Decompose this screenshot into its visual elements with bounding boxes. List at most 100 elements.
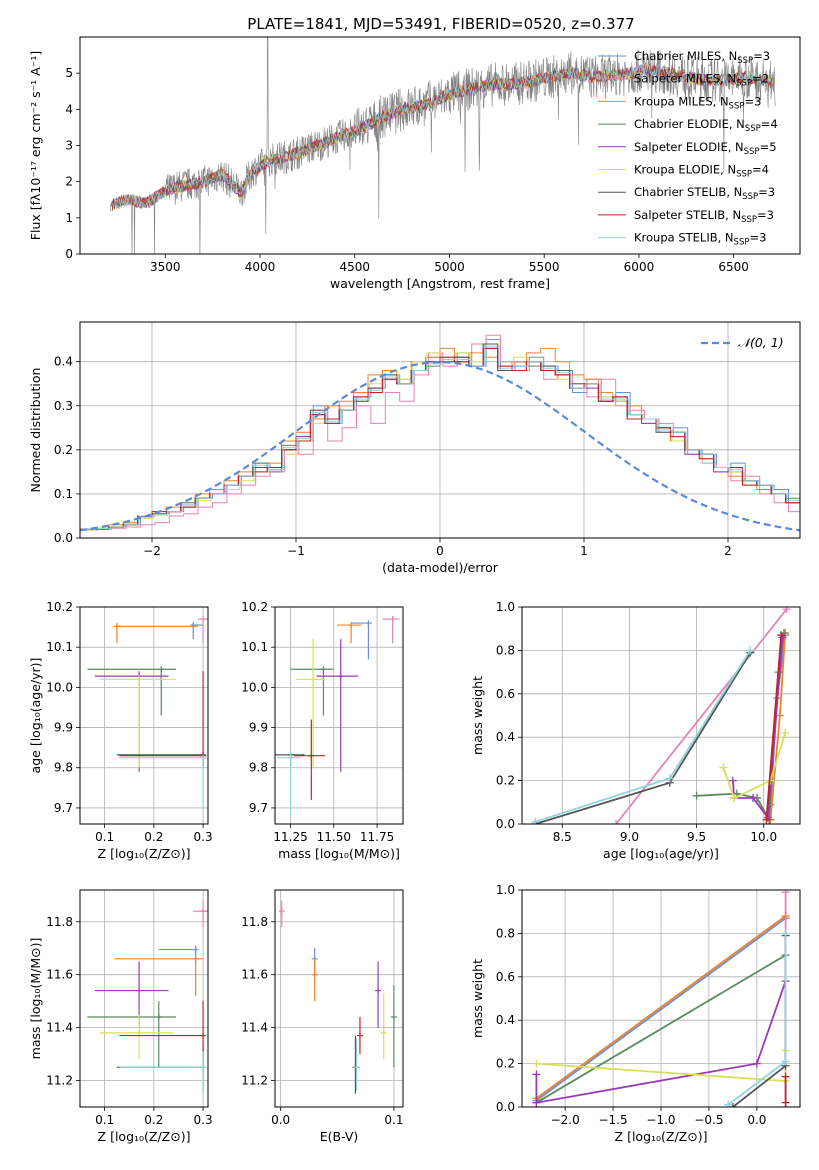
errorbar-chabrier_elodie xyxy=(87,666,176,716)
errorbar-chabrier_elodie xyxy=(290,666,334,716)
y-tick-label: 2 xyxy=(65,175,73,189)
errorbar-salpeter_miles xyxy=(193,900,208,928)
weight-point-marker xyxy=(724,1100,733,1107)
weight-point-marker xyxy=(781,890,790,897)
weight-line xyxy=(535,915,787,1100)
x-tick-label: 5000 xyxy=(434,260,465,274)
axes-frame: 0.1 0.2 0.3 9.7 9.8 9.9 10.0 10.1 10.2 Z [log₁₀(Z… xyxy=(28,600,213,861)
weight-point-marker xyxy=(781,929,790,938)
legend-entry-label: Kroupa STELIB, N xyxy=(634,231,734,245)
legend-entry-label: Kroupa ELODIE, N xyxy=(634,163,736,177)
y-tick-label: 1.0 xyxy=(496,883,515,897)
weight-line xyxy=(535,954,787,1104)
legend-entry-label: Salpeter ELODIE, N xyxy=(634,140,744,154)
axes-frame: 8.5 9.0 9.5 10.0 0.0 0.2 0.4 0.6 0.8 1.0 age [log₁… xyxy=(470,600,801,861)
legend-entry-label: Salpeter STELIB, N xyxy=(634,208,741,222)
y-tick-label: 9.9 xyxy=(249,721,268,735)
weight-point-marker xyxy=(692,791,701,800)
x-tick-label: 0 xyxy=(436,544,444,558)
panel-age-vs-Z: 0.1 0.2 0.3 9.7 9.8 9.9 10.0 10.1 10.2 Z [log₁₀(Z… xyxy=(28,600,213,861)
errorbar-salpeter_miles xyxy=(198,616,208,644)
y-tick-label: 0.0 xyxy=(496,817,515,831)
y-tick-label: 3 xyxy=(65,139,73,153)
data-point-marker xyxy=(320,666,327,673)
weight-point-marker xyxy=(775,711,784,720)
panel-mass-vs-EBV: 0.0 0.1 11.2 11.4 11.6 11.8 E(B-V) xyxy=(241,889,404,1144)
errorbar-kroupa_stelib xyxy=(119,754,207,808)
data-point-marker xyxy=(390,1014,397,1021)
axes-frame: −2.0 −1.5 −1.0 −0.5 0.0 0.0 0.2 0.4 0.6 0.8 1.0 Z [… xyxy=(470,883,801,1144)
legend-entry-sub: SSP xyxy=(736,79,752,89)
y-tick-label: 0.3 xyxy=(54,399,73,413)
y-tick-label: 10.1 xyxy=(46,640,73,654)
x-tick-label: 0.1 xyxy=(384,1113,403,1127)
axes-frame: 3500 4000 4500 5000 5500 6000 6500 0 1 2 3 4 5 wavele… xyxy=(28,36,801,291)
weight-point-marker xyxy=(777,631,786,640)
x-axis-label: mass [log₁₀(M/M⊙)] xyxy=(278,846,400,861)
data-point-marker xyxy=(380,1029,387,1036)
legend-entry-suffix: =3 xyxy=(758,185,775,199)
x-axis-label: Z [log₁₀(Z/Z⊙)] xyxy=(98,1129,191,1144)
y-tick-label: 0.4 xyxy=(496,1013,515,1027)
plot-area xyxy=(87,900,208,1094)
residual-legend: 𝒩(0, 1) xyxy=(701,335,784,350)
y-tick-label: 9.8 xyxy=(54,761,73,775)
data-point-marker xyxy=(192,946,199,953)
errorbar-salpeter_miles xyxy=(278,900,285,928)
data-point-marker xyxy=(375,987,382,994)
y-tick-label: 11.4 xyxy=(46,1021,73,1035)
x-tick-label: 8.5 xyxy=(553,830,572,844)
y-tick-label: 11.8 xyxy=(241,915,268,929)
weight-point-marker xyxy=(781,1098,790,1107)
errorbar-kroupa_miles xyxy=(337,622,362,644)
errorbar-kroupa_miles xyxy=(311,958,318,1002)
y-tick-label: 0 xyxy=(65,247,73,261)
y-axis-label: Flux [fλ10⁻¹⁷ erg cm⁻² s⁻¹ A⁻¹] xyxy=(28,51,43,240)
weight-line xyxy=(535,980,787,1104)
y-tick-label: 9.8 xyxy=(249,761,268,775)
data-point-marker xyxy=(308,752,315,759)
errorbar-kroupa_elodie xyxy=(99,1014,174,1060)
y-tick-label: 0.8 xyxy=(496,643,515,657)
legend-entry: Chabrier ELODIE, NSSP=4 xyxy=(634,117,778,134)
legend-entry: Kroupa ELODIE, NSSP=4 xyxy=(634,163,769,180)
data-point-marker xyxy=(365,620,372,627)
legend-entry-sub: SSP xyxy=(734,238,750,248)
weight-series-kroupa_elodie xyxy=(719,728,790,802)
data-point-marker xyxy=(356,1032,363,1039)
errorbar-kroupa_miles xyxy=(114,955,204,996)
data-point-marker xyxy=(200,754,207,761)
y-tick-label: 0.4 xyxy=(496,730,515,744)
x-tick-label: 4000 xyxy=(245,260,276,274)
data-point-marker xyxy=(337,673,344,680)
legend-entry: Chabrier MILES, NSSP=3 xyxy=(634,49,770,66)
data-point-marker xyxy=(311,971,318,978)
y-tick-label: 0.2 xyxy=(496,1057,515,1071)
legend-entry: 𝒩(0, 1) xyxy=(738,335,784,350)
model-spectrum-salpeter_stelib xyxy=(111,63,774,211)
axes-frame: 0.0 0.1 11.2 11.4 11.6 11.8 E(B-V) xyxy=(241,889,404,1144)
x-tick-label: 0.3 xyxy=(194,1113,213,1127)
weight-line xyxy=(615,608,788,824)
legend-entry-label: Chabrier STELIB, N xyxy=(634,185,742,199)
data-point-marker xyxy=(158,666,165,673)
data-point-marker xyxy=(278,908,285,915)
y-tick-label: 11.8 xyxy=(46,915,73,929)
data-point-marker xyxy=(155,1014,162,1021)
weight-series-salpeter_stelib xyxy=(781,1072,790,1107)
y-tick-label: 0.6 xyxy=(496,970,515,984)
weight-point-marker xyxy=(781,1057,790,1066)
errorbar-chabrier_miles xyxy=(351,620,372,660)
data-point-marker xyxy=(136,1029,143,1036)
errorbar-kroupa_stelib xyxy=(353,1038,360,1092)
y-tick-label: 0.0 xyxy=(496,1100,515,1114)
data-point-marker xyxy=(310,676,317,683)
legend-entry-sub: SSP xyxy=(737,56,753,66)
weight-point-marker xyxy=(730,793,739,802)
x-tick-label: 6000 xyxy=(624,260,655,274)
legend-entry-suffix: =5 xyxy=(760,140,777,154)
x-axis-label: (data-model)/error xyxy=(382,560,499,575)
x-tick-label: 11.50 xyxy=(317,830,351,844)
x-axis-label: age [log₁₀(age/yr)] xyxy=(603,846,719,861)
